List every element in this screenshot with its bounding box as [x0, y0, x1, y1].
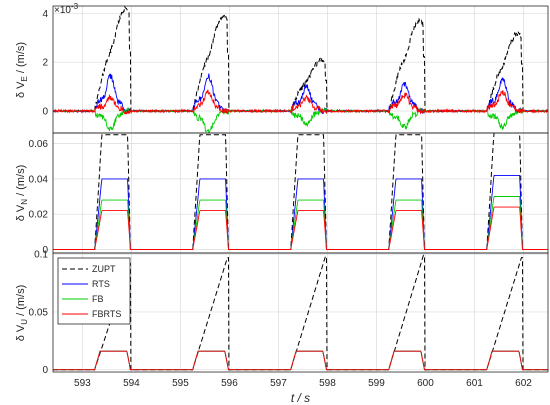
- legend-label-fb: FB: [92, 294, 104, 304]
- series-line-fbrts: [53, 89, 548, 115]
- series-line-zupt: [53, 133, 548, 250]
- panel-east-velocity: 0 2 4 δ VE / (m/s) ×10-3: [15, 2, 549, 134]
- y-tick-label: 4: [42, 9, 48, 20]
- y-tick-label: 0: [42, 365, 48, 376]
- x-tick-label: 599: [368, 378, 385, 389]
- y-axis-exponent: ×10-3: [54, 2, 79, 16]
- y-tick-label: 0.05: [29, 307, 49, 318]
- panel-north-velocity: 0 0.02 0.04 0.06 δ VN / (m/s): [15, 132, 549, 256]
- plot-area: [53, 6, 548, 133]
- plot-area: [53, 254, 548, 371]
- x-tick-label: 594: [123, 378, 140, 389]
- series-line-rts: [53, 73, 548, 115]
- y-tick-label: 0.02: [29, 210, 49, 221]
- legend: ZUPT RTS FB FBRTS: [57, 257, 131, 325]
- series-line-fbrts: [53, 350, 548, 371]
- series-line-fbrts: [53, 206, 548, 250]
- y-tick-label: 0: [42, 245, 48, 256]
- x-axis-label: t / s: [291, 391, 310, 405]
- x-tick-label: 597: [270, 378, 287, 389]
- x-tick-label: 595: [172, 378, 189, 389]
- legend-label-fbrts: FBRTS: [92, 309, 121, 319]
- y-tick-label: 0.1: [34, 250, 48, 261]
- legend-label-zupt: ZUPT: [92, 264, 116, 274]
- y-tick-label: 0.06: [29, 139, 49, 150]
- axes-frame: [52, 5, 549, 134]
- legend-label-rts: RTS: [92, 279, 110, 289]
- y-axis-label: δ VU / (m/s): [15, 285, 29, 342]
- plot-area: [53, 133, 548, 250]
- y-tick-label: 0: [42, 107, 48, 118]
- series-line-fb: [53, 196, 548, 250]
- x-tick-label: 602: [515, 378, 532, 389]
- series-line-zupt: [53, 6, 548, 114]
- x-tick-label: 596: [221, 378, 238, 389]
- y-tick-label: 0.04: [29, 174, 49, 185]
- shared-x-axis: 593 594 595 596 597 598 599 600 601 602 t / s: [74, 378, 532, 405]
- x-tick-label: 601: [466, 378, 483, 389]
- y-axis-label: δ VN / (m/s): [15, 165, 29, 222]
- axes-frame: [52, 132, 549, 254]
- y-axis-label: δ VE / (m/s): [15, 42, 29, 98]
- axes-frame: [52, 252, 549, 373]
- y-tick-label: 2: [42, 58, 48, 69]
- x-tick-label: 598: [319, 378, 336, 389]
- x-tick-label: 593: [74, 378, 91, 389]
- x-tick-label: 600: [417, 378, 434, 389]
